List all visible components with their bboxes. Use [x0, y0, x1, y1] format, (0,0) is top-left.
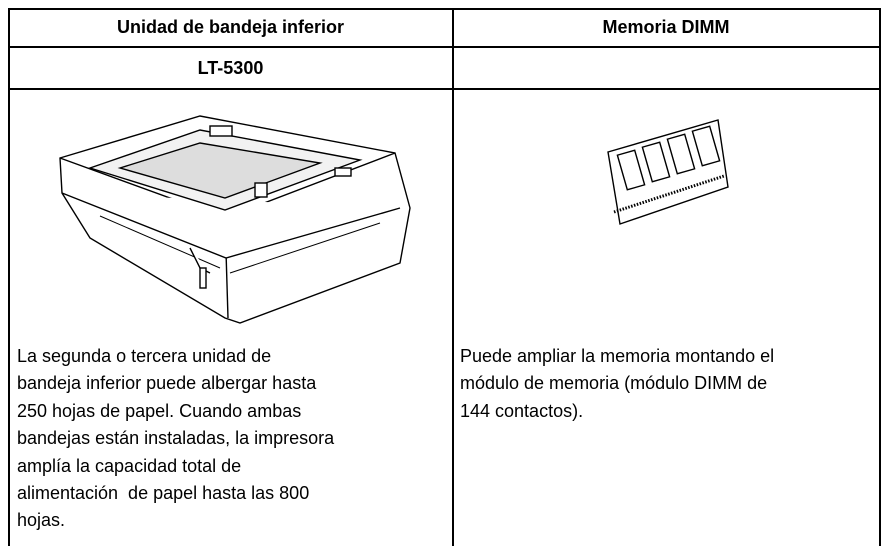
table-border [8, 8, 881, 10]
table-border [8, 88, 881, 90]
text-line: bandejas están instaladas, la impresora [17, 428, 335, 449]
text-line: amplía la capacidad total de [17, 455, 242, 476]
dimm-illustration [607, 119, 729, 225]
description-cell: Puede ampliar la memoria montando el módu… [460, 343, 774, 425]
table-border [879, 8, 881, 546]
text-line: Puede ampliar la memoria montando el [460, 346, 775, 366]
table-border [8, 46, 881, 48]
header-cell: Memoria DIMM [602, 17, 730, 37]
table-border [8, 8, 10, 546]
model-cell: LT-5300 [197, 58, 264, 78]
text-line: bandeja inferior puede albergar hasta [17, 373, 317, 394]
text-line: La segunda o tercera unidad de [17, 346, 272, 366]
text-line: 144 contactos). [460, 400, 584, 421]
tray-illustration [59, 115, 411, 324]
header-cell: Unidad de bandeja inferior [116, 17, 345, 37]
description-cell: La segunda o tercera unidad de bandeja in… [17, 343, 334, 535]
text-line: 250 hojas de papel. Cuando ambas [17, 400, 302, 421]
text-line: módulo de memoria (módulo DIMM de [460, 373, 768, 394]
table-border [452, 8, 454, 546]
text-line: alimentación de papel hasta las 800 [17, 483, 310, 504]
text-line: hojas. [17, 510, 66, 531]
